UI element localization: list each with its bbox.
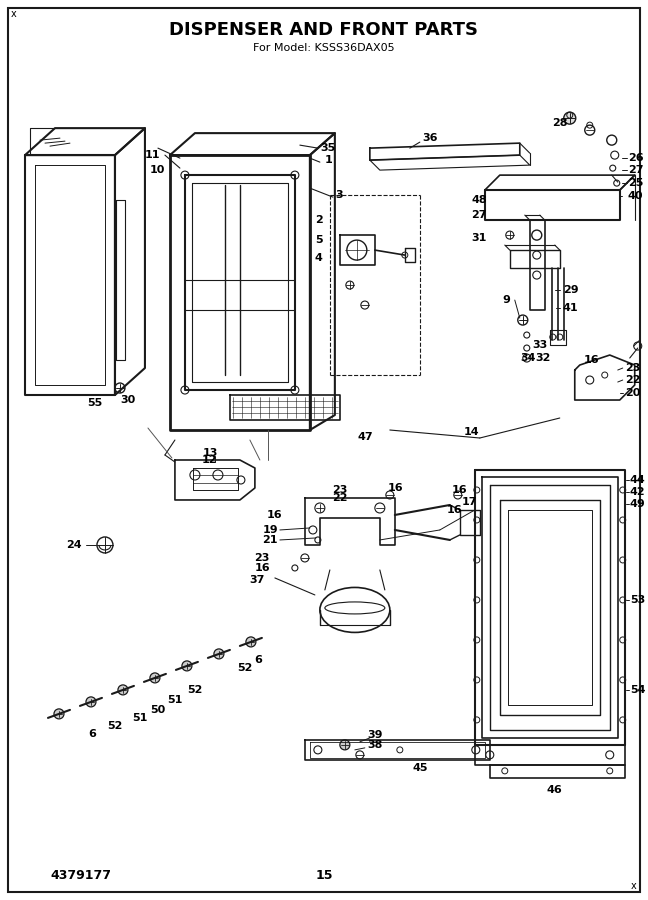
Text: 31: 31 [472, 233, 487, 243]
Text: 4379177: 4379177 [50, 869, 111, 882]
Text: 28: 28 [552, 118, 568, 128]
Text: 30: 30 [120, 395, 135, 405]
Text: 46: 46 [547, 785, 562, 795]
Text: 45: 45 [412, 763, 428, 773]
Text: 1: 1 [325, 155, 332, 165]
Text: 44: 44 [630, 475, 645, 485]
Text: 16: 16 [388, 483, 404, 493]
Circle shape [182, 661, 192, 670]
Text: 49: 49 [630, 499, 645, 509]
Circle shape [150, 673, 160, 683]
Text: 19: 19 [262, 525, 278, 535]
Text: 50: 50 [150, 705, 165, 715]
Text: 55: 55 [87, 398, 102, 408]
Circle shape [214, 649, 224, 659]
Text: 16: 16 [447, 505, 463, 515]
Text: 41: 41 [562, 303, 579, 313]
Text: 4: 4 [315, 253, 323, 263]
Text: 2: 2 [315, 215, 323, 225]
Circle shape [246, 637, 256, 647]
Text: x: x [11, 9, 17, 19]
Text: 53: 53 [630, 595, 645, 605]
Text: 12: 12 [202, 455, 218, 465]
Text: 36: 36 [422, 133, 437, 143]
Text: 11: 11 [145, 150, 160, 160]
Text: 32: 32 [535, 353, 550, 363]
Text: 23: 23 [625, 363, 640, 373]
Text: 9: 9 [502, 295, 510, 305]
Text: 20: 20 [625, 388, 640, 398]
Text: 40: 40 [628, 191, 643, 201]
Text: 33: 33 [532, 340, 548, 350]
Text: 39: 39 [367, 730, 382, 740]
Text: 34: 34 [520, 353, 535, 363]
Text: DISPENSER AND FRONT PARTS: DISPENSER AND FRONT PARTS [169, 22, 478, 40]
Text: 47: 47 [358, 432, 373, 442]
Text: 35: 35 [320, 143, 335, 153]
Text: 51: 51 [167, 695, 183, 705]
Text: 5: 5 [315, 235, 323, 245]
Text: 27: 27 [471, 210, 487, 220]
Text: 29: 29 [562, 285, 579, 295]
Text: 54: 54 [630, 685, 645, 695]
Text: 42: 42 [630, 487, 645, 497]
Text: 3: 3 [335, 190, 343, 200]
Text: 16: 16 [254, 563, 270, 573]
Text: 52: 52 [108, 721, 122, 731]
Text: 6: 6 [88, 729, 96, 739]
Text: 26: 26 [628, 153, 643, 163]
Text: x: x [631, 881, 636, 891]
Text: 38: 38 [367, 740, 382, 750]
Text: 23: 23 [332, 485, 347, 495]
Text: 27: 27 [628, 165, 643, 176]
Circle shape [340, 740, 350, 750]
Text: 10: 10 [150, 165, 165, 176]
Text: 25: 25 [628, 178, 643, 188]
Circle shape [86, 697, 96, 706]
Text: 21: 21 [262, 535, 278, 545]
Text: 52: 52 [187, 685, 203, 695]
Text: For Model: KSSS36DAX05: For Model: KSSS36DAX05 [253, 43, 395, 53]
Circle shape [118, 685, 128, 695]
Text: 23: 23 [255, 553, 270, 563]
Circle shape [54, 709, 64, 719]
Text: 16: 16 [266, 510, 282, 520]
Circle shape [564, 112, 576, 124]
Text: 14: 14 [464, 427, 480, 437]
Text: 13: 13 [202, 448, 218, 458]
Text: 37: 37 [249, 575, 265, 585]
Text: 6: 6 [254, 655, 262, 665]
Text: 22: 22 [332, 493, 347, 503]
Text: 17: 17 [462, 497, 478, 507]
Text: 22: 22 [625, 375, 640, 385]
Text: 52: 52 [237, 663, 253, 673]
Text: 51: 51 [132, 713, 148, 723]
Text: 24: 24 [66, 540, 82, 550]
Text: 16: 16 [452, 485, 468, 495]
Text: 16: 16 [584, 355, 600, 365]
Text: 15: 15 [315, 869, 332, 882]
Text: 48: 48 [471, 195, 487, 205]
